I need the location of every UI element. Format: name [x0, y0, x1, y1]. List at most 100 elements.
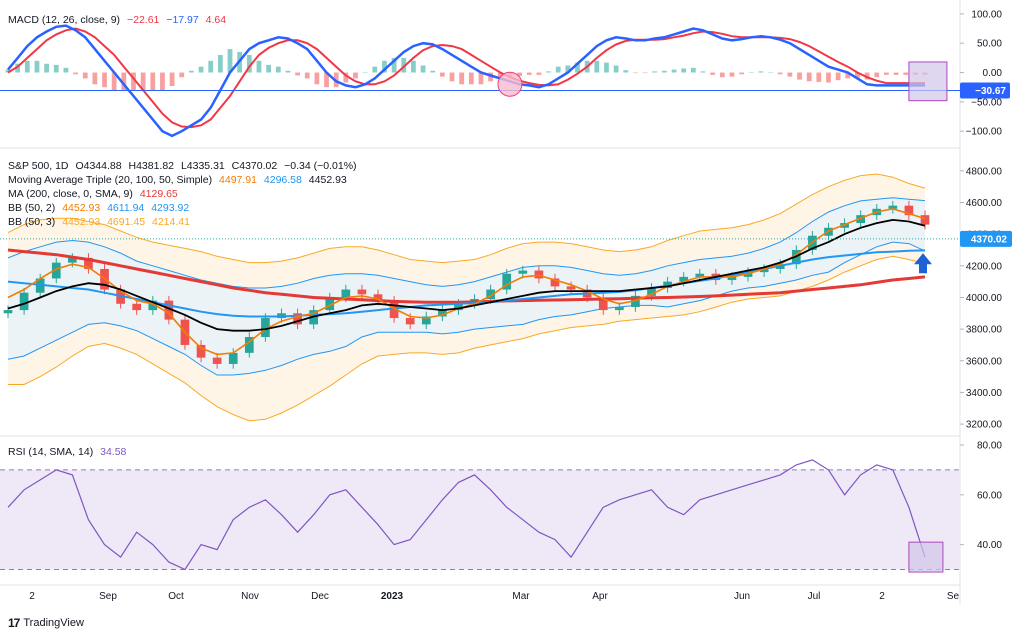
x-tick-label-0: 2 [29, 591, 35, 602]
rsi-tick-label-1: 60.00 [977, 490, 1002, 501]
candle-body-8 [132, 303, 142, 311]
macd-hist-bar-66 [642, 72, 648, 74]
macd-hist-bar-32 [314, 72, 320, 85]
high-value: H4381.82 [128, 160, 175, 172]
rsi-legend: RSI (14, SMA, 14) 34.58 [8, 446, 130, 459]
macd-tick-label-0: 100.00 [971, 9, 1002, 20]
candle-body-56 [904, 205, 914, 216]
bb2-upper: 4611.94 [107, 202, 145, 214]
rsi-line [7, 459, 926, 571]
macd-highlight-circle [497, 71, 523, 97]
macd-hist-bar-16 [160, 72, 165, 91]
axes: 2 Sep Oct Nov Dec 2023 Mar Apr Jun Jul 2 Se [29, 591, 959, 602]
price-tick-label-8: 3200.00 [966, 420, 1003, 431]
macd-hist-bar-78 [758, 71, 764, 73]
macd-hist-bar-14 [140, 72, 146, 91]
candle-body-1 [19, 292, 29, 311]
macd-pane: 100.00 50.00 0.00 −50.00 −100.00 −30.67 [0, 9, 1010, 138]
macd-hist-bar-29 [285, 70, 291, 73]
candle-body-25 [405, 318, 415, 325]
candle-body-26 [421, 316, 431, 325]
candle-body-27 [438, 310, 447, 317]
macd-hist-bar-18 [179, 72, 185, 78]
rsi-pane: 80.00 60.00 40.00 [0, 440, 1002, 573]
price-tick-label-0: 4800.00 [966, 166, 1003, 177]
candle-body-18 [293, 313, 302, 325]
macd-hist-bar-57 [555, 66, 561, 73]
macd-hist-bar-49 [478, 72, 484, 85]
macd-hist-bar-86 [835, 72, 841, 81]
macd-hist-bar-13 [131, 72, 136, 91]
x-tick-label-7: Apr [592, 591, 608, 602]
macd-highlight-box [908, 61, 948, 102]
x-tick-label-1: Sep [99, 591, 117, 602]
x-tick-label-9: Jul [808, 591, 821, 602]
macd-hist-bar-12 [121, 72, 127, 91]
candle-body-4 [68, 257, 77, 263]
ma-triple-v3: 4452.93 [308, 174, 347, 186]
candle-body-32 [518, 270, 528, 274]
macd-hist-bar-93 [903, 72, 909, 75]
macd-hist-bar-59 [575, 62, 580, 73]
candle-body-0 [3, 310, 13, 314]
macd-hist-bar-36 [353, 72, 358, 79]
brand-label: TradingView [23, 617, 84, 629]
bb2-label: BB (50, 2) [8, 202, 56, 214]
bb2-lower: 4293.92 [151, 202, 190, 214]
macd-hist-bar-70 [681, 68, 687, 73]
x-tick-label-3: Nov [241, 591, 259, 602]
macd-hist-bar-39 [382, 60, 387, 73]
open-value: O4344.88 [75, 160, 122, 172]
bb2-lower-line [7, 241, 926, 376]
macd-hist-bar-1 [15, 63, 21, 73]
macd-hist-bar-7 [73, 72, 78, 75]
candle-body-35 [566, 286, 576, 290]
macd-hist-bar-77 [748, 72, 754, 74]
candle-body-40 [647, 287, 656, 296]
ma200-value: 4129.65 [139, 188, 178, 200]
ma-triple-v1: 4497.91 [219, 174, 257, 186]
macd-hist-bar-61 [594, 60, 600, 73]
macd-hist-bar-3 [34, 60, 40, 73]
candle-body-16 [261, 318, 270, 338]
macd-hist-bar-6 [63, 67, 69, 73]
macd-hist-bar-44 [430, 70, 436, 73]
macd-hist-bar-4 [44, 63, 49, 73]
bb3-label: BB (50, 3) [8, 216, 56, 228]
candle-body-39 [631, 295, 640, 307]
macd-hist-bar-83 [806, 72, 812, 82]
macd-hist-bar-28 [275, 66, 281, 73]
macd-hist-bar-42 [411, 60, 416, 73]
macd-hist-bar-71 [690, 67, 696, 73]
candle-body-55 [888, 205, 898, 209]
macd-hist-bar-23 [227, 49, 233, 73]
macd-hist-bar-82 [797, 72, 802, 80]
macd-hist-bar-72 [700, 71, 706, 73]
ma-triple-v2: 4296.58 [263, 174, 302, 186]
candle-body-28 [454, 303, 463, 311]
candle-body-5 [84, 257, 93, 269]
ma200-legend: MA (200, close, 0, SMA, 9) 4129.65 [8, 188, 182, 201]
bb2-legend: BB (50, 2) 4452.93 4611.94 4293.92 [8, 202, 193, 215]
macd-hist-bar-33 [324, 72, 329, 88]
macd-hist-bar-27 [266, 64, 272, 73]
macd-hist-bar-47 [459, 72, 465, 85]
x-tick-label-8: Jun [734, 591, 750, 602]
candle-body-22 [357, 289, 367, 295]
bb3-upper: 4691.45 [107, 216, 146, 228]
tradingview-brand[interactable]: 17 TradingView [8, 616, 84, 630]
macd-value: −22.61 [126, 14, 160, 26]
bb3-lower-line [8, 255, 926, 422]
rsi-band-fill [0, 469, 960, 570]
price-pane: 4800.004600.004400.004200.004000.003800.… [0, 166, 1012, 431]
macd-hist-bar-58 [565, 65, 571, 73]
macd-hist-bar-17 [169, 72, 175, 87]
x-tick-label-4: Dec [311, 591, 329, 602]
rsi-tick-label-2: 40.00 [977, 540, 1002, 551]
macd-hist-bar-25 [246, 54, 252, 73]
candle-body-10 [164, 300, 174, 320]
macd-hist-bar-9 [92, 72, 98, 85]
x-tick-label-11: Se [947, 591, 960, 602]
candle-body-42 [679, 276, 689, 282]
